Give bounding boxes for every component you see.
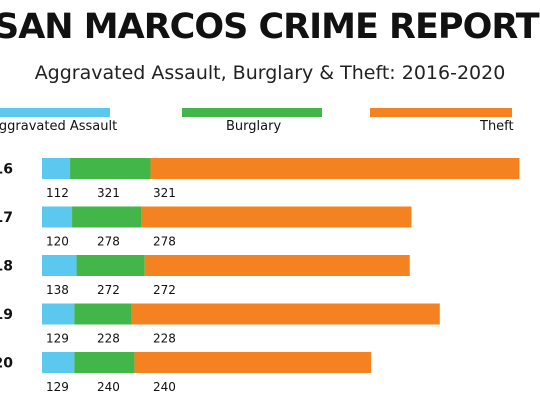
data-label-2018-0: 138 xyxy=(46,283,69,297)
category-label-2018: 18 xyxy=(0,259,13,275)
legend-swatch-burglary xyxy=(182,108,322,117)
data-label-2020-2: 240 xyxy=(153,380,176,394)
bar-aggravated-assault-2020 xyxy=(42,352,75,373)
bar-theft-2020 xyxy=(134,352,372,373)
category-label-2020: 20 xyxy=(0,356,13,372)
data-label-2020-0: 129 xyxy=(46,380,69,394)
stacked-bar-chart: 16 112 321 321 17 120 278 278 18 138 272 272 19 129 22… xyxy=(0,158,520,394)
bar-theft-2019 xyxy=(131,303,440,325)
bar-aggravated-assault-2019 xyxy=(42,303,75,325)
bar-burglary-2016 xyxy=(70,158,151,179)
bar-burglary-2019 xyxy=(74,303,132,325)
bar-burglary-2020 xyxy=(74,352,135,373)
legend-label-aggravated-assault: Aggravated Assault xyxy=(0,119,118,134)
category-label-2019: 19 xyxy=(0,307,13,323)
bar-theft-2017 xyxy=(141,206,412,228)
bar-aggravated-assault-2017 xyxy=(42,206,73,228)
chart-title: SAN MARCOS CRIME REPORT xyxy=(0,7,540,47)
data-label-2016-1: 321 xyxy=(97,186,120,200)
legend-label-burglary: Burglary xyxy=(226,119,282,134)
bar-burglary-2018 xyxy=(76,255,145,276)
legend-label-theft: Theft xyxy=(480,119,514,134)
data-label-2016-2: 321 xyxy=(153,186,176,200)
legend-swatch-theft xyxy=(370,108,512,117)
data-label-2017-0: 120 xyxy=(46,235,69,249)
bar-theft-2018 xyxy=(144,255,410,276)
data-label-2020-1: 240 xyxy=(97,380,120,394)
data-label-2018-1: 272 xyxy=(97,283,120,297)
category-label-2017: 17 xyxy=(0,210,13,226)
data-label-2019-1: 228 xyxy=(97,332,120,346)
data-label-2019-2: 228 xyxy=(153,332,176,346)
bar-theft-2016 xyxy=(150,158,520,179)
category-label-2016: 16 xyxy=(0,162,13,178)
data-label-2018-2: 272 xyxy=(153,283,176,297)
bar-burglary-2017 xyxy=(72,206,142,228)
bar-aggravated-assault-2018 xyxy=(42,255,77,276)
data-label-2017-2: 278 xyxy=(153,235,176,249)
data-label-2019-0: 129 xyxy=(46,332,69,346)
legend-swatch-aggravated-assault xyxy=(0,108,110,117)
chart-subtitle: Aggravated Assault, Burglary & Theft: 20… xyxy=(34,62,506,84)
data-label-2017-1: 278 xyxy=(97,235,120,249)
bar-aggravated-assault-2016 xyxy=(42,158,71,179)
data-label-2016-0: 112 xyxy=(46,186,69,200)
